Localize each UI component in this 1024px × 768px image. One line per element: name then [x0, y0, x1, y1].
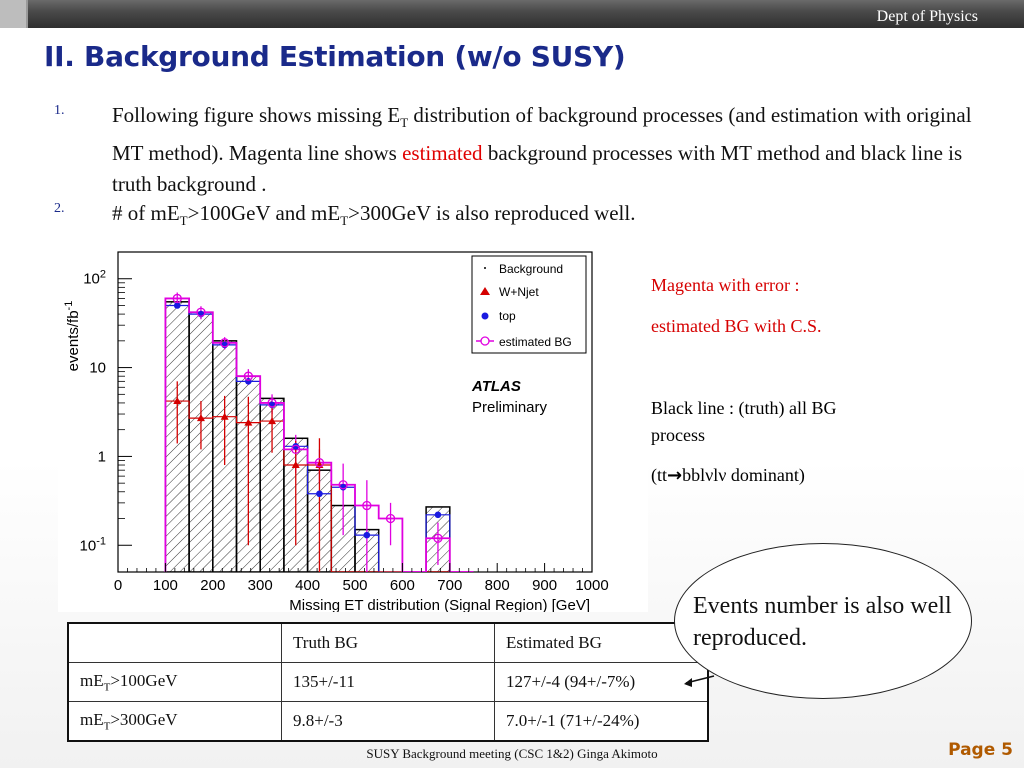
text-run: bblνlν dominant): [682, 465, 805, 485]
footer-text: SUSY Background meeting (CSC 1&2) Ginga …: [366, 746, 658, 761]
x-tick-label: 100: [153, 577, 178, 594]
text-run: distribution of background processes (an…: [112, 103, 972, 166]
legend-label-top: top: [499, 309, 516, 323]
estimated-point: [196, 307, 206, 317]
estimated-point: [172, 293, 182, 304]
legend-frame: [471, 255, 587, 354]
table-row-label: mET>300GeV: [67, 701, 282, 742]
slide-title: II. Background Estimation (w/o SUSY): [44, 40, 626, 73]
text-run: >300GeV is also reproduced well.: [348, 201, 636, 225]
legend-marker-estimated: [480, 336, 490, 346]
estimated-point: [267, 398, 277, 408]
legend-label-background: Background: [499, 262, 563, 276]
estimated-point: [314, 458, 325, 468]
callout-text: Events number is also well reproduced.: [693, 593, 952, 651]
note-magenta-1: Magenta with error :: [651, 275, 800, 295]
top-point: [316, 490, 323, 498]
table-header-cell: Truth BG: [281, 622, 495, 663]
arrow-icon: →: [667, 465, 683, 486]
y-axis-label: events/fb-1: [63, 301, 82, 372]
text-run: background processes with MT method and …: [112, 141, 963, 197]
top-point: [173, 302, 181, 309]
estimated-point: [362, 500, 372, 511]
estimated-point: [338, 480, 348, 490]
bullet-text: # of mET>100GeV and mET>300GeV is also r…: [112, 198, 972, 236]
x-tick-label: 800: [485, 577, 510, 594]
callout-pointer: [684, 675, 715, 687]
x-tick-label: 200: [200, 577, 225, 594]
table-header-row: Truth BG Estimated BG: [67, 622, 709, 663]
bullet-number: 1.: [54, 103, 65, 118]
x-tick-label: 1000: [575, 577, 608, 594]
text-run: Following figure shows missing E: [112, 103, 401, 127]
y-tick-label: 102: [83, 269, 106, 288]
table-row: mET>300GeV 9.8+/-3 7.0+/-1 (71+/-24%): [67, 701, 709, 742]
note-black-3: (tt→bblνlν dominant): [651, 462, 805, 489]
estimated-point: [243, 371, 254, 381]
top-bar-accent: [0, 0, 28, 28]
legend-label-estimated: estimated BG: [499, 335, 572, 349]
x-axis-label: Missing ET distribution (Signal Region) …: [289, 597, 590, 612]
subscript: T: [340, 213, 349, 229]
subscript: T: [179, 213, 188, 229]
wjet-point: [244, 418, 253, 426]
table-header-cell: Estimated BG: [494, 622, 709, 663]
histogram-plot: 0 100 200 300 400 500 600 700 800 900 1000 102 10 1 10…: [58, 238, 648, 614]
estimated-step-line: [164, 297, 474, 572]
estimated-point: [219, 338, 230, 348]
x-tick-label: 0: [114, 577, 122, 594]
highlight-estimated: estimated: [402, 141, 483, 166]
legend-marker-wjet: [480, 287, 490, 295]
note-black-1: Black line : (truth) all BG: [651, 398, 837, 418]
table-row: mET>100GeV 135+/-11 127+/-4 (94+/-7%): [67, 662, 709, 702]
estimated-point: [433, 533, 443, 543]
text-run: # of mE: [112, 201, 180, 225]
text-run: >100GeV and mE: [187, 201, 341, 225]
text-run: (tt: [651, 465, 667, 485]
table-cell-truth: 9.8+/-3: [281, 701, 495, 742]
table-cell-truth: 135+/-11: [281, 662, 495, 702]
page-number: Page 5: [948, 740, 1013, 760]
bullet-text: Following figure shows missing ET distri…: [112, 100, 972, 200]
wjet-point: [196, 414, 205, 422]
x-tick-label: 400: [295, 577, 320, 594]
top-point: [434, 511, 442, 519]
y-tick-label: 10-1: [80, 535, 106, 554]
wjet-point: [291, 461, 300, 469]
legend-label-wjet: W+Njet: [499, 285, 539, 299]
legend-marker-top: [481, 312, 489, 320]
y-tick-label: 10: [89, 360, 106, 377]
note-black-2: process: [651, 425, 705, 445]
wjet-point: [173, 397, 182, 405]
note-magenta-2: estimated BG with C.S.: [651, 316, 822, 336]
legend-marker-background: [484, 267, 486, 269]
histogram-svg: 0 100 200 300 400 500 600 700 800 900 1000 102 10 1 10…: [63, 251, 609, 614]
wjet-point: [268, 417, 277, 425]
table-header-cell: [67, 622, 282, 663]
preliminary-label: Preliminary: [472, 399, 548, 416]
top-bar: Dept of Physics: [0, 0, 1024, 28]
top-point: [292, 442, 300, 450]
estimated-point: [385, 513, 396, 524]
callout-bubble: [674, 543, 972, 699]
summary-table: Truth BG Estimated BG mET>100GeV 135+/-1…: [67, 622, 709, 742]
x-tick-label: 500: [342, 577, 367, 594]
atlas-label: ATLAS: [471, 378, 521, 395]
top-point: [363, 531, 371, 539]
table-cell-estimated: 127+/-4 (94+/-7%): [494, 662, 709, 702]
estimated-point: [291, 444, 301, 455]
wjet-point: [220, 412, 229, 420]
x-tick-label: 300: [248, 577, 273, 594]
dept-label: Dept of Physics: [876, 8, 978, 25]
bullet-number: 2.: [54, 201, 65, 216]
y-tick-label: 1: [98, 448, 106, 465]
subscript: T: [400, 115, 409, 131]
table-row-label: mET>100GeV: [67, 662, 282, 702]
x-tick-label: 600: [390, 577, 415, 594]
truth-bar: [260, 398, 284, 572]
x-tick-label: 900: [532, 577, 557, 594]
truth-bar: [331, 505, 355, 572]
x-tick-label: 700: [437, 577, 462, 594]
table-cell-estimated: 7.0+/-1 (71+/-24%): [494, 701, 709, 742]
